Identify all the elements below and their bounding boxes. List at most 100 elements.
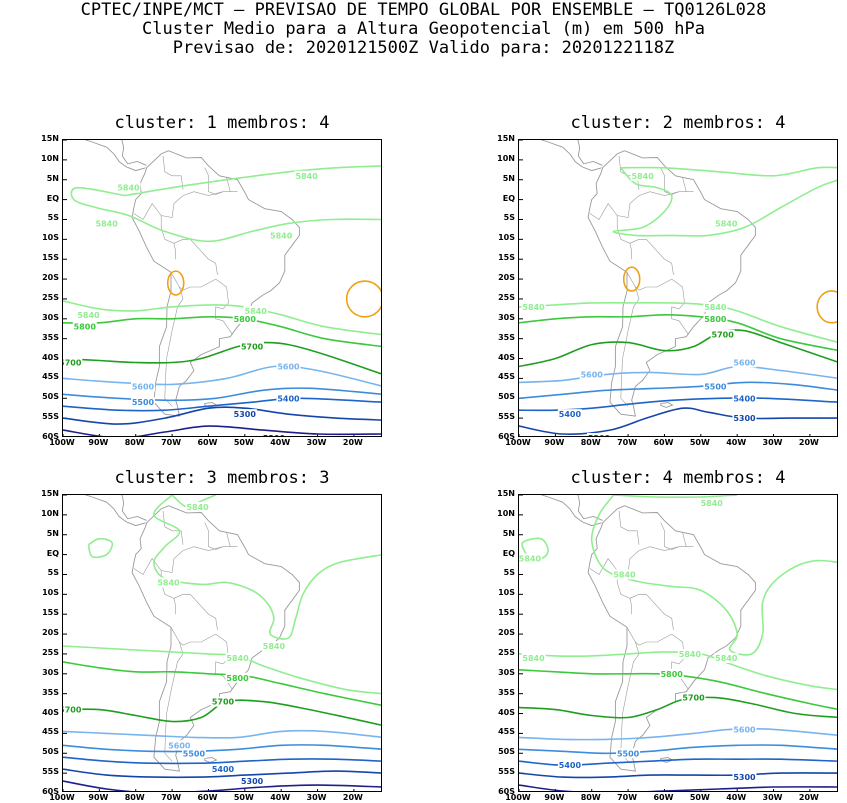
- lat-tick-label: 60S: [42, 787, 59, 796]
- lat-tick-label: 25S: [42, 647, 59, 657]
- contour-line: [63, 341, 381, 375]
- header-line-1: CPTEC/INPE/MCT — PREVISAO DE TEMPO GLOBA…: [80, 0, 767, 20]
- contour-label: 5840: [296, 172, 319, 181]
- panel-title: cluster: 1 membros: 4: [114, 113, 330, 133]
- contour-label-bg: [72, 321, 97, 332]
- lon-tick-label: 20W: [342, 793, 363, 802]
- contour-label-bg: [659, 668, 684, 679]
- lat-tick-label: 20S: [42, 273, 59, 283]
- lon-tick-label: 40W: [270, 793, 291, 802]
- contour-line: [153, 495, 381, 640]
- lon-tick-label: 20W: [342, 438, 363, 447]
- contour-line: [620, 166, 837, 177]
- lat-tick-label: 20S: [498, 273, 515, 283]
- lon-tick-label: 100W: [49, 438, 75, 447]
- contour-label-bg: [557, 409, 582, 420]
- contour-label: 5800: [226, 674, 249, 683]
- lon-tick-label: 90W: [544, 793, 565, 802]
- lon-tick-label: 70W: [617, 438, 638, 447]
- lat-tick-label: 60S: [42, 432, 59, 441]
- lat-tick-label: 55S: [42, 412, 59, 422]
- lat-tick-label: 50S: [498, 747, 515, 757]
- contour-label: 5840: [245, 307, 268, 316]
- contour-label-bg: [243, 305, 268, 316]
- contour-label: 5840: [704, 303, 727, 312]
- contour-label: 5840: [117, 184, 140, 193]
- contour-label: 5500: [183, 749, 206, 758]
- lon-tick-label: 90W: [88, 793, 109, 802]
- country-border: [215, 278, 233, 335]
- contour-label-bg: [521, 652, 546, 663]
- country-border: [618, 510, 640, 545]
- coastline-falklands: [660, 402, 674, 408]
- country-border: [660, 167, 680, 195]
- lon-tick-label: 80W: [124, 793, 145, 802]
- lat-tick-label: 60S: [498, 787, 515, 796]
- country-border: [671, 278, 689, 335]
- country-border: [173, 239, 218, 276]
- contour-label: 5400: [559, 761, 582, 770]
- country-border: [616, 215, 632, 260]
- lat-tick-label: EQ: [502, 193, 515, 203]
- contour-label-bg: [94, 218, 119, 229]
- lat-tick-label: 10N: [41, 508, 59, 518]
- contour-label: 5400: [733, 394, 756, 403]
- lon-tick-label: 30W: [762, 438, 783, 447]
- contour-label-bg: [521, 301, 546, 312]
- lat-tick-label: 35S: [42, 332, 59, 342]
- contour-label: 5500: [617, 749, 640, 758]
- lat-tick-label: 5N: [46, 173, 59, 183]
- contour-line: [519, 381, 837, 400]
- contour-label-bg: [76, 309, 101, 320]
- contour-label-bg: [710, 329, 735, 340]
- lon-tick-label: 50W: [233, 793, 254, 802]
- lat-tick-label: EQ: [46, 193, 59, 203]
- contour-label-bg: [240, 341, 265, 352]
- lat-tick-label: 40S: [498, 352, 515, 362]
- contour-label-bg: [232, 409, 257, 420]
- contour-label-bg: [579, 369, 604, 380]
- lat-tick-label: 45S: [42, 727, 59, 737]
- contour-label: 5840: [522, 654, 545, 663]
- map-frame: 5840584058405840584058405800580057005700…: [62, 139, 382, 437]
- contour-label-bg: [677, 648, 702, 659]
- lat-tick-label: 5S: [47, 213, 59, 223]
- contour-label-bg: [557, 760, 582, 771]
- contour-label-bg: [261, 433, 286, 436]
- contour-line: [63, 780, 381, 791]
- country-border: [589, 203, 618, 220]
- lon-tick-label: 20W: [798, 793, 819, 802]
- country-border: [617, 191, 694, 218]
- coastline-south-america: [587, 505, 756, 772]
- lon-tick-label: 40W: [726, 793, 747, 802]
- coastline-south-america: [131, 505, 300, 772]
- country-border: [179, 633, 216, 646]
- contour-label-bg: [732, 393, 757, 404]
- lon-tick-label: 100W: [505, 793, 531, 802]
- contour-label-bg: [699, 497, 724, 508]
- contour-label-bg: [63, 357, 83, 368]
- contour-label-bg: [116, 182, 141, 193]
- country-border: [629, 594, 674, 631]
- lat-tick-label: 5N: [46, 528, 59, 538]
- map-canvas: 5840584058405840584058405800580057005700…: [63, 140, 381, 436]
- country-border: [616, 570, 632, 615]
- lon-tick-label: 60W: [197, 438, 218, 447]
- high-pressure-contour: [622, 266, 641, 292]
- contour-label-bg: [211, 696, 235, 707]
- contour-label: 5600: [168, 741, 191, 750]
- lat-tick-label: 40S: [498, 707, 515, 717]
- lat-tick-label: 10S: [498, 588, 515, 598]
- lon-tick-label: 50W: [689, 793, 710, 802]
- lat-tick-label: 55S: [498, 767, 515, 777]
- contour-label-bg: [276, 361, 301, 372]
- map-canvas: 5840 5840 5840 5840 5800 5700 5600 5600 5500 5400…: [519, 140, 837, 436]
- lon-tick-label: 50W: [233, 438, 254, 447]
- contour-label: 5500: [132, 398, 155, 407]
- contour-line: [124, 165, 381, 197]
- contour-label: 5840: [701, 499, 724, 508]
- contour-line: [519, 313, 837, 352]
- lat-tick-label: 50S: [42, 747, 59, 757]
- contour-line: [87, 537, 114, 559]
- contour-label-bg: [232, 313, 257, 324]
